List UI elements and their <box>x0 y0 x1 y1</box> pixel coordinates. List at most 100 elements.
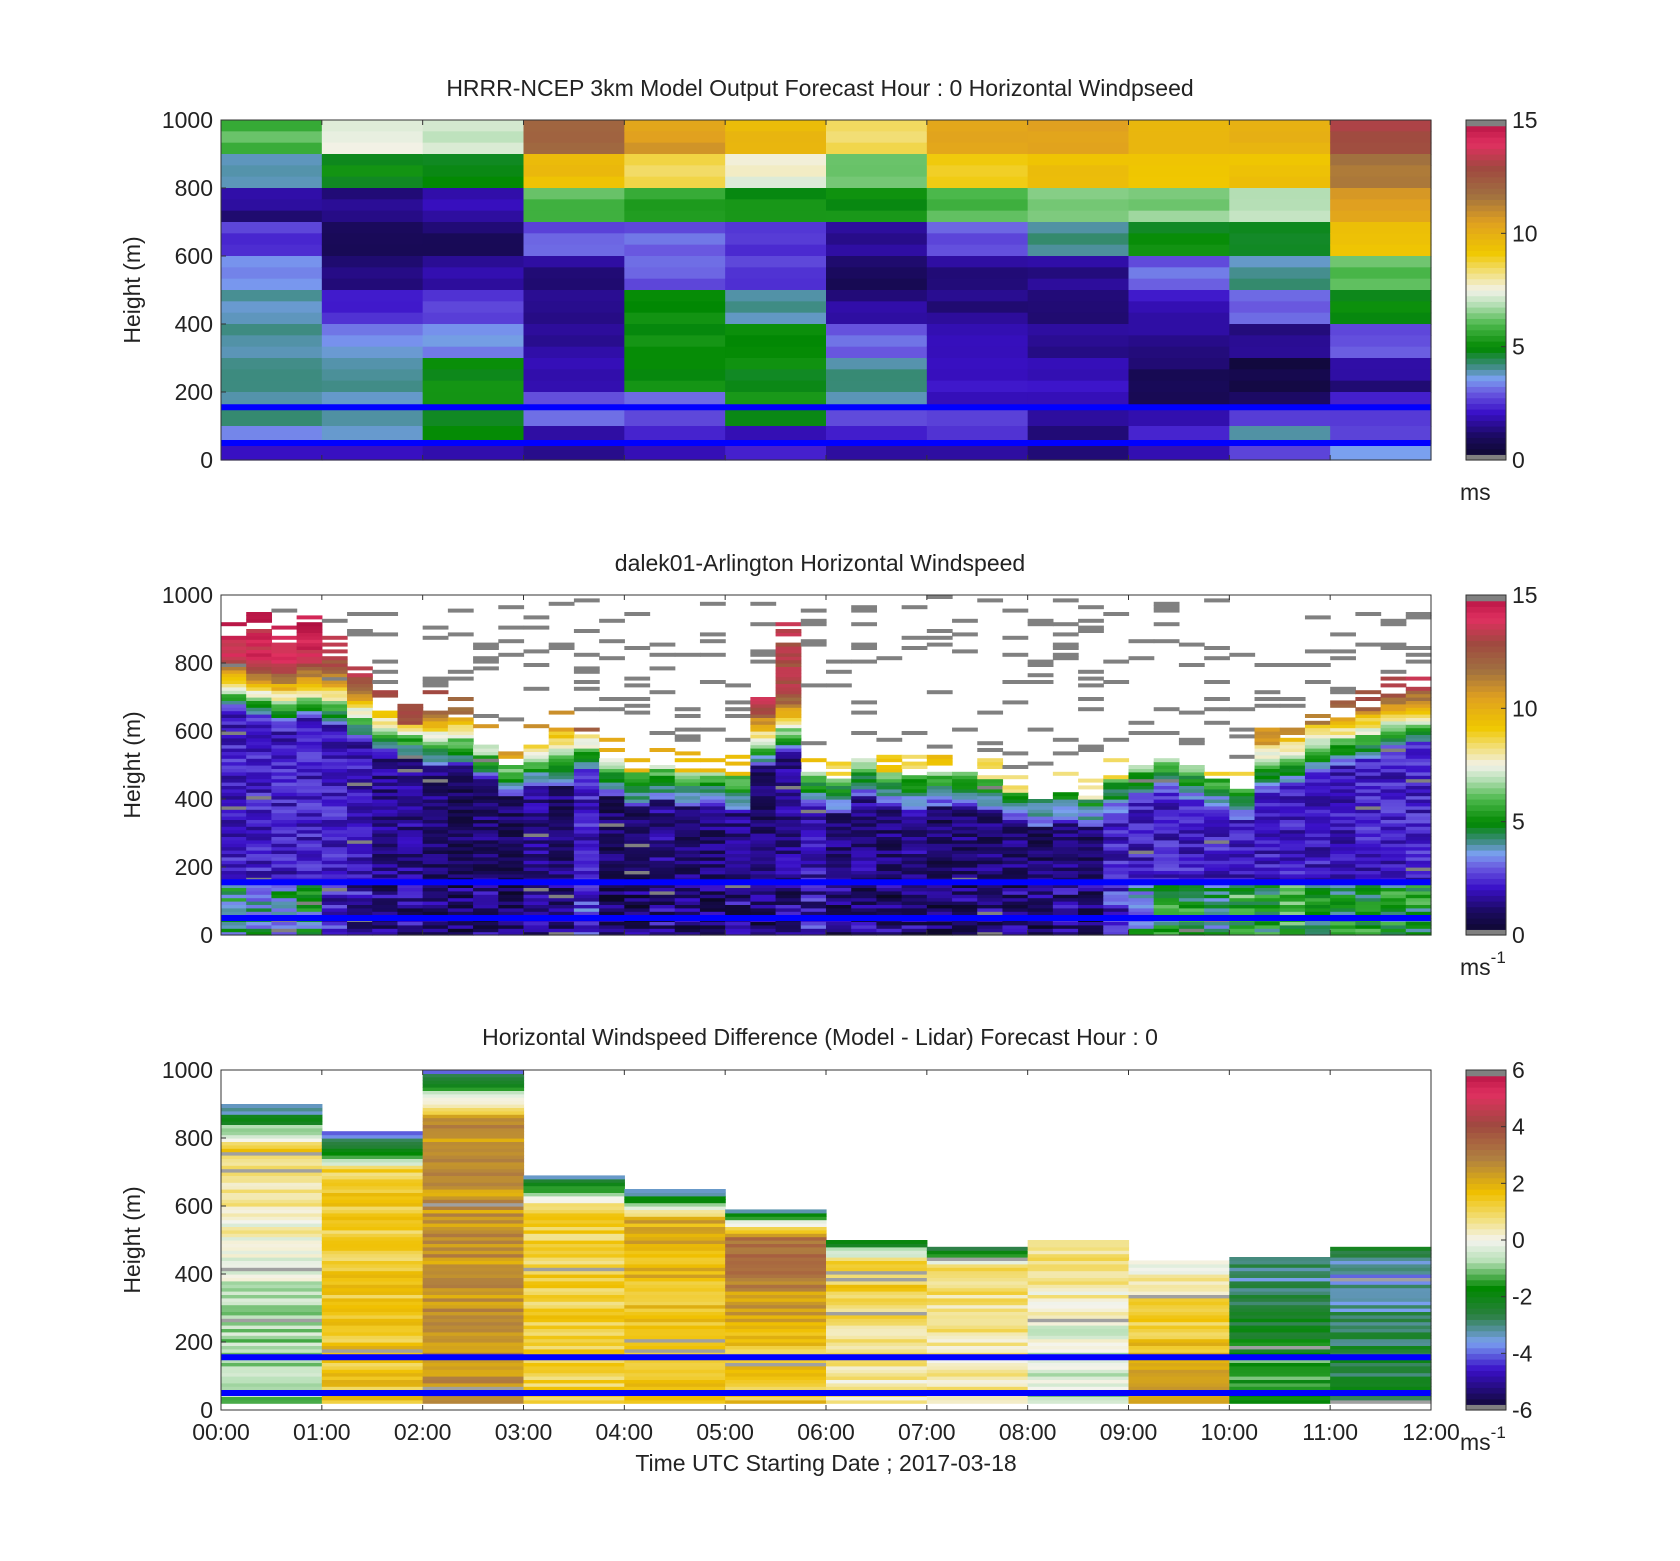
heatmap-cell <box>321 1172 424 1176</box>
heatmap-cell <box>523 1396 625 1401</box>
heatmap-cell <box>422 1199 525 1204</box>
heatmap-cell <box>321 1297 424 1302</box>
heatmap-cell <box>422 267 525 280</box>
heatmap-cell <box>1052 846 1079 851</box>
heatmap-cell <box>1405 690 1432 695</box>
heatmap-cell <box>1355 901 1382 905</box>
heatmap-cell <box>221 1131 323 1136</box>
heatmap-cell <box>624 822 651 827</box>
heatmap-cell <box>851 894 878 899</box>
heatmap-cell <box>725 931 751 936</box>
heatmap-cell <box>800 775 827 780</box>
heatmap-cell <box>926 1260 1029 1265</box>
heatmap-cell <box>926 1365 1029 1370</box>
heatmap-cell <box>1330 380 1432 393</box>
heatmap-cell <box>422 782 449 786</box>
heatmap-cell <box>1304 799 1331 803</box>
heatmap-cell <box>901 924 928 929</box>
heatmap-cell <box>800 785 827 790</box>
heatmap-cell <box>1027 618 1054 623</box>
heatmap-cell <box>926 1291 1029 1295</box>
heatmap-cell <box>851 846 878 851</box>
heatmap-cell <box>573 863 600 868</box>
heatmap-cell <box>826 833 852 837</box>
heatmap-cell <box>1103 802 1130 807</box>
heatmap-cell <box>1229 1287 1331 1292</box>
heatmap-cell <box>624 931 651 936</box>
heatmap-cell <box>624 1287 726 1292</box>
heatmap-cell <box>1229 833 1256 837</box>
heatmap-cell <box>321 1151 424 1156</box>
panel-model-x-tick-marks <box>220 120 1432 460</box>
heatmap-cell <box>1229 727 1256 732</box>
heatmap-cell <box>447 608 474 613</box>
heatmap-cell <box>422 142 525 155</box>
heatmap-cell <box>750 778 777 783</box>
heatmap-cell <box>523 120 625 132</box>
heatmap-cell <box>271 877 298 882</box>
x-tick-label: 01:00 <box>293 1419 351 1445</box>
colorbar-swatch <box>1466 1126 1506 1133</box>
heatmap-cell <box>1153 802 1180 807</box>
heatmap-cell <box>422 1229 525 1234</box>
heatmap-cell <box>1027 663 1054 667</box>
y-tick-label: 200 <box>175 379 213 405</box>
heatmap-cell <box>422 870 449 875</box>
heatmap-cell <box>1330 782 1356 786</box>
heatmap-cell <box>321 335 424 348</box>
heatmap-cell <box>1304 850 1331 854</box>
heatmap-cell <box>347 873 373 878</box>
heatmap-cell <box>1178 788 1205 793</box>
heatmap-cell <box>624 907 651 912</box>
heatmap-cell <box>422 1287 525 1292</box>
heatmap-cell <box>246 649 273 654</box>
heatmap-cell <box>1304 833 1331 837</box>
heatmap-cell <box>246 822 273 827</box>
heatmap-cell <box>422 1185 525 1190</box>
heatmap-cell <box>473 924 499 929</box>
heatmap-cell <box>876 924 903 929</box>
heatmap-cell <box>977 829 1004 834</box>
heatmap-cell <box>901 816 928 820</box>
heatmap-cell <box>548 826 575 831</box>
heatmap-cell <box>775 826 802 831</box>
heatmap-cell <box>1330 222 1432 234</box>
heatmap-cell <box>1254 870 1281 875</box>
heatmap-cell <box>851 911 878 916</box>
colorbar-frame <box>1465 119 1507 461</box>
heatmap-cell <box>473 826 499 831</box>
heatmap-cell <box>775 758 802 763</box>
colorbar-swatch <box>1466 278 1506 285</box>
heatmap-cell <box>523 867 550 871</box>
colorbar-swatch <box>1466 1370 1506 1377</box>
heatmap-cell <box>1330 1328 1432 1333</box>
heatmap-cell <box>447 802 474 807</box>
heatmap-cell <box>498 768 525 773</box>
heatmap-cell <box>926 1362 1029 1367</box>
heatmap-cell <box>1304 768 1331 773</box>
heatmap-cell <box>523 816 550 820</box>
heatmap-cell <box>372 799 399 803</box>
heatmap-cell <box>397 771 424 776</box>
heatmap-cell <box>221 771 247 776</box>
heatmap-cell <box>725 199 827 212</box>
heatmap-cell <box>573 761 600 766</box>
colorbar-swatch <box>1466 318 1506 325</box>
heatmap-cell <box>347 758 373 763</box>
heatmap-cell <box>649 904 676 909</box>
heatmap-cell <box>321 1226 424 1231</box>
heatmap-cell <box>296 734 323 739</box>
heatmap-cell <box>977 901 1004 905</box>
heatmap-cell <box>775 931 802 936</box>
heatmap-cell <box>523 1253 625 1258</box>
colorbar-swatch <box>1466 685 1506 692</box>
heatmap-cell <box>523 785 550 790</box>
heatmap-cell <box>1330 703 1356 708</box>
heatmap-cell <box>221 697 247 701</box>
heatmap-cell <box>321 1348 424 1353</box>
heatmap-cell <box>775 802 802 807</box>
colorbar-tick-label: -2 <box>1512 1284 1532 1310</box>
heatmap-cell <box>725 904 751 909</box>
heatmap-cell <box>321 1175 424 1180</box>
heatmap-cell <box>221 802 247 807</box>
